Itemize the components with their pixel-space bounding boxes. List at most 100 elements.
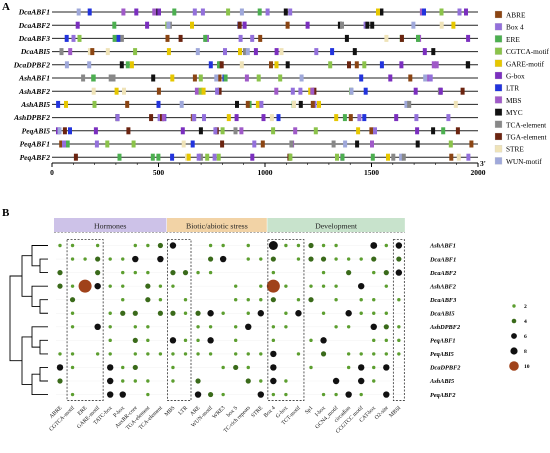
count-dot [234, 284, 238, 288]
count-dot [83, 257, 87, 261]
element-box [431, 48, 436, 56]
gene-labels: DcaABF1 DcaABF2 DcaABF3 DcaABI5 DcaDPBF2 AshA… [13, 8, 50, 162]
row-label: AshABF1 [429, 243, 456, 250]
element-box [257, 8, 262, 16]
highlight-box [392, 239, 405, 401]
element-box [200, 8, 205, 16]
element-box [161, 114, 166, 122]
element-box [457, 8, 462, 16]
element-box [274, 87, 279, 95]
count-dot [346, 325, 351, 329]
element-box [165, 34, 170, 42]
element-box [331, 140, 336, 148]
element-box [201, 87, 206, 95]
gene-label: DcaABI5 [20, 47, 50, 56]
count-dot [146, 352, 150, 356]
element-box [166, 21, 171, 29]
element-box [438, 87, 443, 95]
dendrogram-branch [39, 367, 48, 382]
element-box [369, 127, 374, 135]
element-box [238, 48, 242, 56]
count-dot [245, 378, 251, 384]
element-box [87, 8, 92, 16]
size-legend-label: 4 [524, 319, 527, 325]
element-box [466, 153, 471, 161]
count-dot [246, 298, 250, 302]
count-dot [270, 364, 277, 371]
count-dot [309, 284, 313, 288]
legend-swatch [494, 23, 503, 31]
element-box [117, 153, 122, 161]
element-box [203, 34, 208, 42]
element-box [370, 153, 375, 161]
count-dot [146, 379, 150, 383]
count-dot [268, 241, 278, 250]
element-box [105, 140, 110, 148]
count-dot [132, 364, 138, 371]
count-dot [70, 392, 75, 397]
count-dot [133, 270, 137, 275]
element-box [125, 61, 130, 69]
element-box [91, 74, 96, 82]
element-box [180, 127, 185, 135]
element-box [172, 8, 177, 16]
element-box [274, 61, 279, 69]
legend-label: MYC [506, 108, 523, 117]
count-dot [195, 378, 201, 384]
count-dot [157, 255, 164, 263]
element-box [464, 8, 468, 16]
element-box [439, 21, 444, 29]
element-box [215, 87, 220, 95]
element-box [340, 153, 345, 161]
count-dot [169, 337, 177, 344]
element-box [94, 140, 99, 148]
element-box [354, 61, 359, 69]
legend-label: TCA-element [506, 120, 546, 129]
element-box [460, 87, 465, 95]
count-dot [395, 269, 403, 276]
size-legend-dot [511, 318, 517, 324]
count-dot [146, 338, 150, 343]
count-dot [69, 297, 76, 303]
element-box [394, 114, 399, 122]
element-box [108, 74, 113, 82]
count-dot [245, 323, 252, 330]
element-box [265, 8, 270, 16]
count-dot [108, 352, 112, 356]
count-dot [208, 391, 214, 398]
scale-tick-label: 1000 [258, 168, 273, 177]
element-box [456, 153, 461, 161]
element-box [415, 140, 420, 148]
element-box [290, 87, 295, 95]
element-box [216, 153, 221, 161]
count-dot [221, 365, 225, 370]
count-dot [133, 325, 137, 329]
count-dot [321, 284, 326, 288]
element-box [81, 74, 86, 82]
count-dot [358, 364, 365, 371]
element-box [348, 114, 353, 122]
count-dot [359, 257, 363, 261]
count-dot [246, 352, 250, 356]
element-box [220, 140, 225, 148]
element-box [245, 100, 250, 108]
count-dot [183, 352, 188, 356]
dendrogram [9, 245, 48, 395]
element-box [379, 8, 384, 16]
element-box [344, 34, 349, 42]
element-box [260, 140, 265, 148]
count-dot [70, 352, 75, 356]
count-dot [208, 352, 213, 356]
element-box [77, 34, 82, 42]
element-box [237, 21, 242, 29]
element-box [276, 114, 281, 122]
count-dot [107, 391, 114, 398]
row-label: PeqABF1 [430, 338, 456, 345]
count-dot [146, 392, 150, 397]
scale-tick-label: 1500 [364, 168, 379, 177]
count-dot [70, 284, 75, 288]
count-dot [246, 311, 250, 315]
element-box [370, 140, 374, 148]
count-dot [133, 379, 137, 383]
